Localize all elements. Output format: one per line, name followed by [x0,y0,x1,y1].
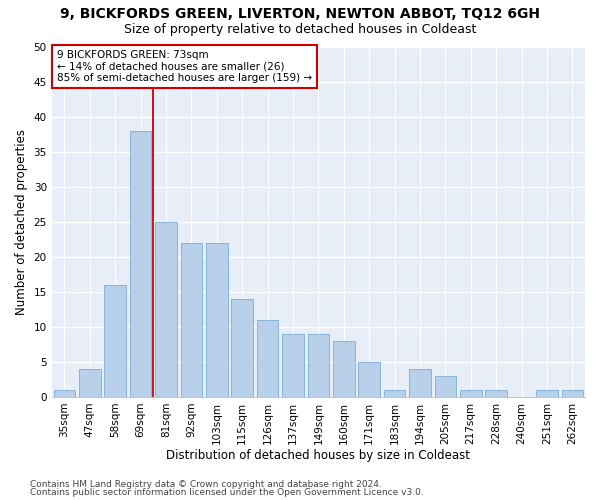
Bar [155,222,177,397]
Bar [257,320,278,397]
Bar [308,334,329,397]
Bar [384,390,406,397]
X-axis label: Distribution of detached houses by size in Coldeast: Distribution of detached houses by size … [166,450,470,462]
Bar [562,390,583,397]
Bar [460,390,482,397]
Bar [536,390,557,397]
Bar [485,390,507,397]
Text: Size of property relative to detached houses in Coldeast: Size of property relative to detached ho… [124,22,476,36]
Bar [53,390,75,397]
Text: 9 BICKFORDS GREEN: 73sqm
← 14% of detached houses are smaller (26)
85% of semi-d: 9 BICKFORDS GREEN: 73sqm ← 14% of detach… [57,50,312,83]
Text: Contains public sector information licensed under the Open Government Licence v3: Contains public sector information licen… [30,488,424,497]
Bar [206,243,227,397]
Text: 9, BICKFORDS GREEN, LIVERTON, NEWTON ABBOT, TQ12 6GH: 9, BICKFORDS GREEN, LIVERTON, NEWTON ABB… [60,8,540,22]
Bar [333,341,355,397]
Bar [282,334,304,397]
Bar [181,243,202,397]
Y-axis label: Number of detached properties: Number of detached properties [15,128,28,314]
Bar [232,299,253,397]
Bar [79,369,101,397]
Bar [104,285,126,397]
Bar [358,362,380,397]
Bar [434,376,456,397]
Text: Contains HM Land Registry data © Crown copyright and database right 2024.: Contains HM Land Registry data © Crown c… [30,480,382,489]
Bar [130,130,151,397]
Bar [409,369,431,397]
